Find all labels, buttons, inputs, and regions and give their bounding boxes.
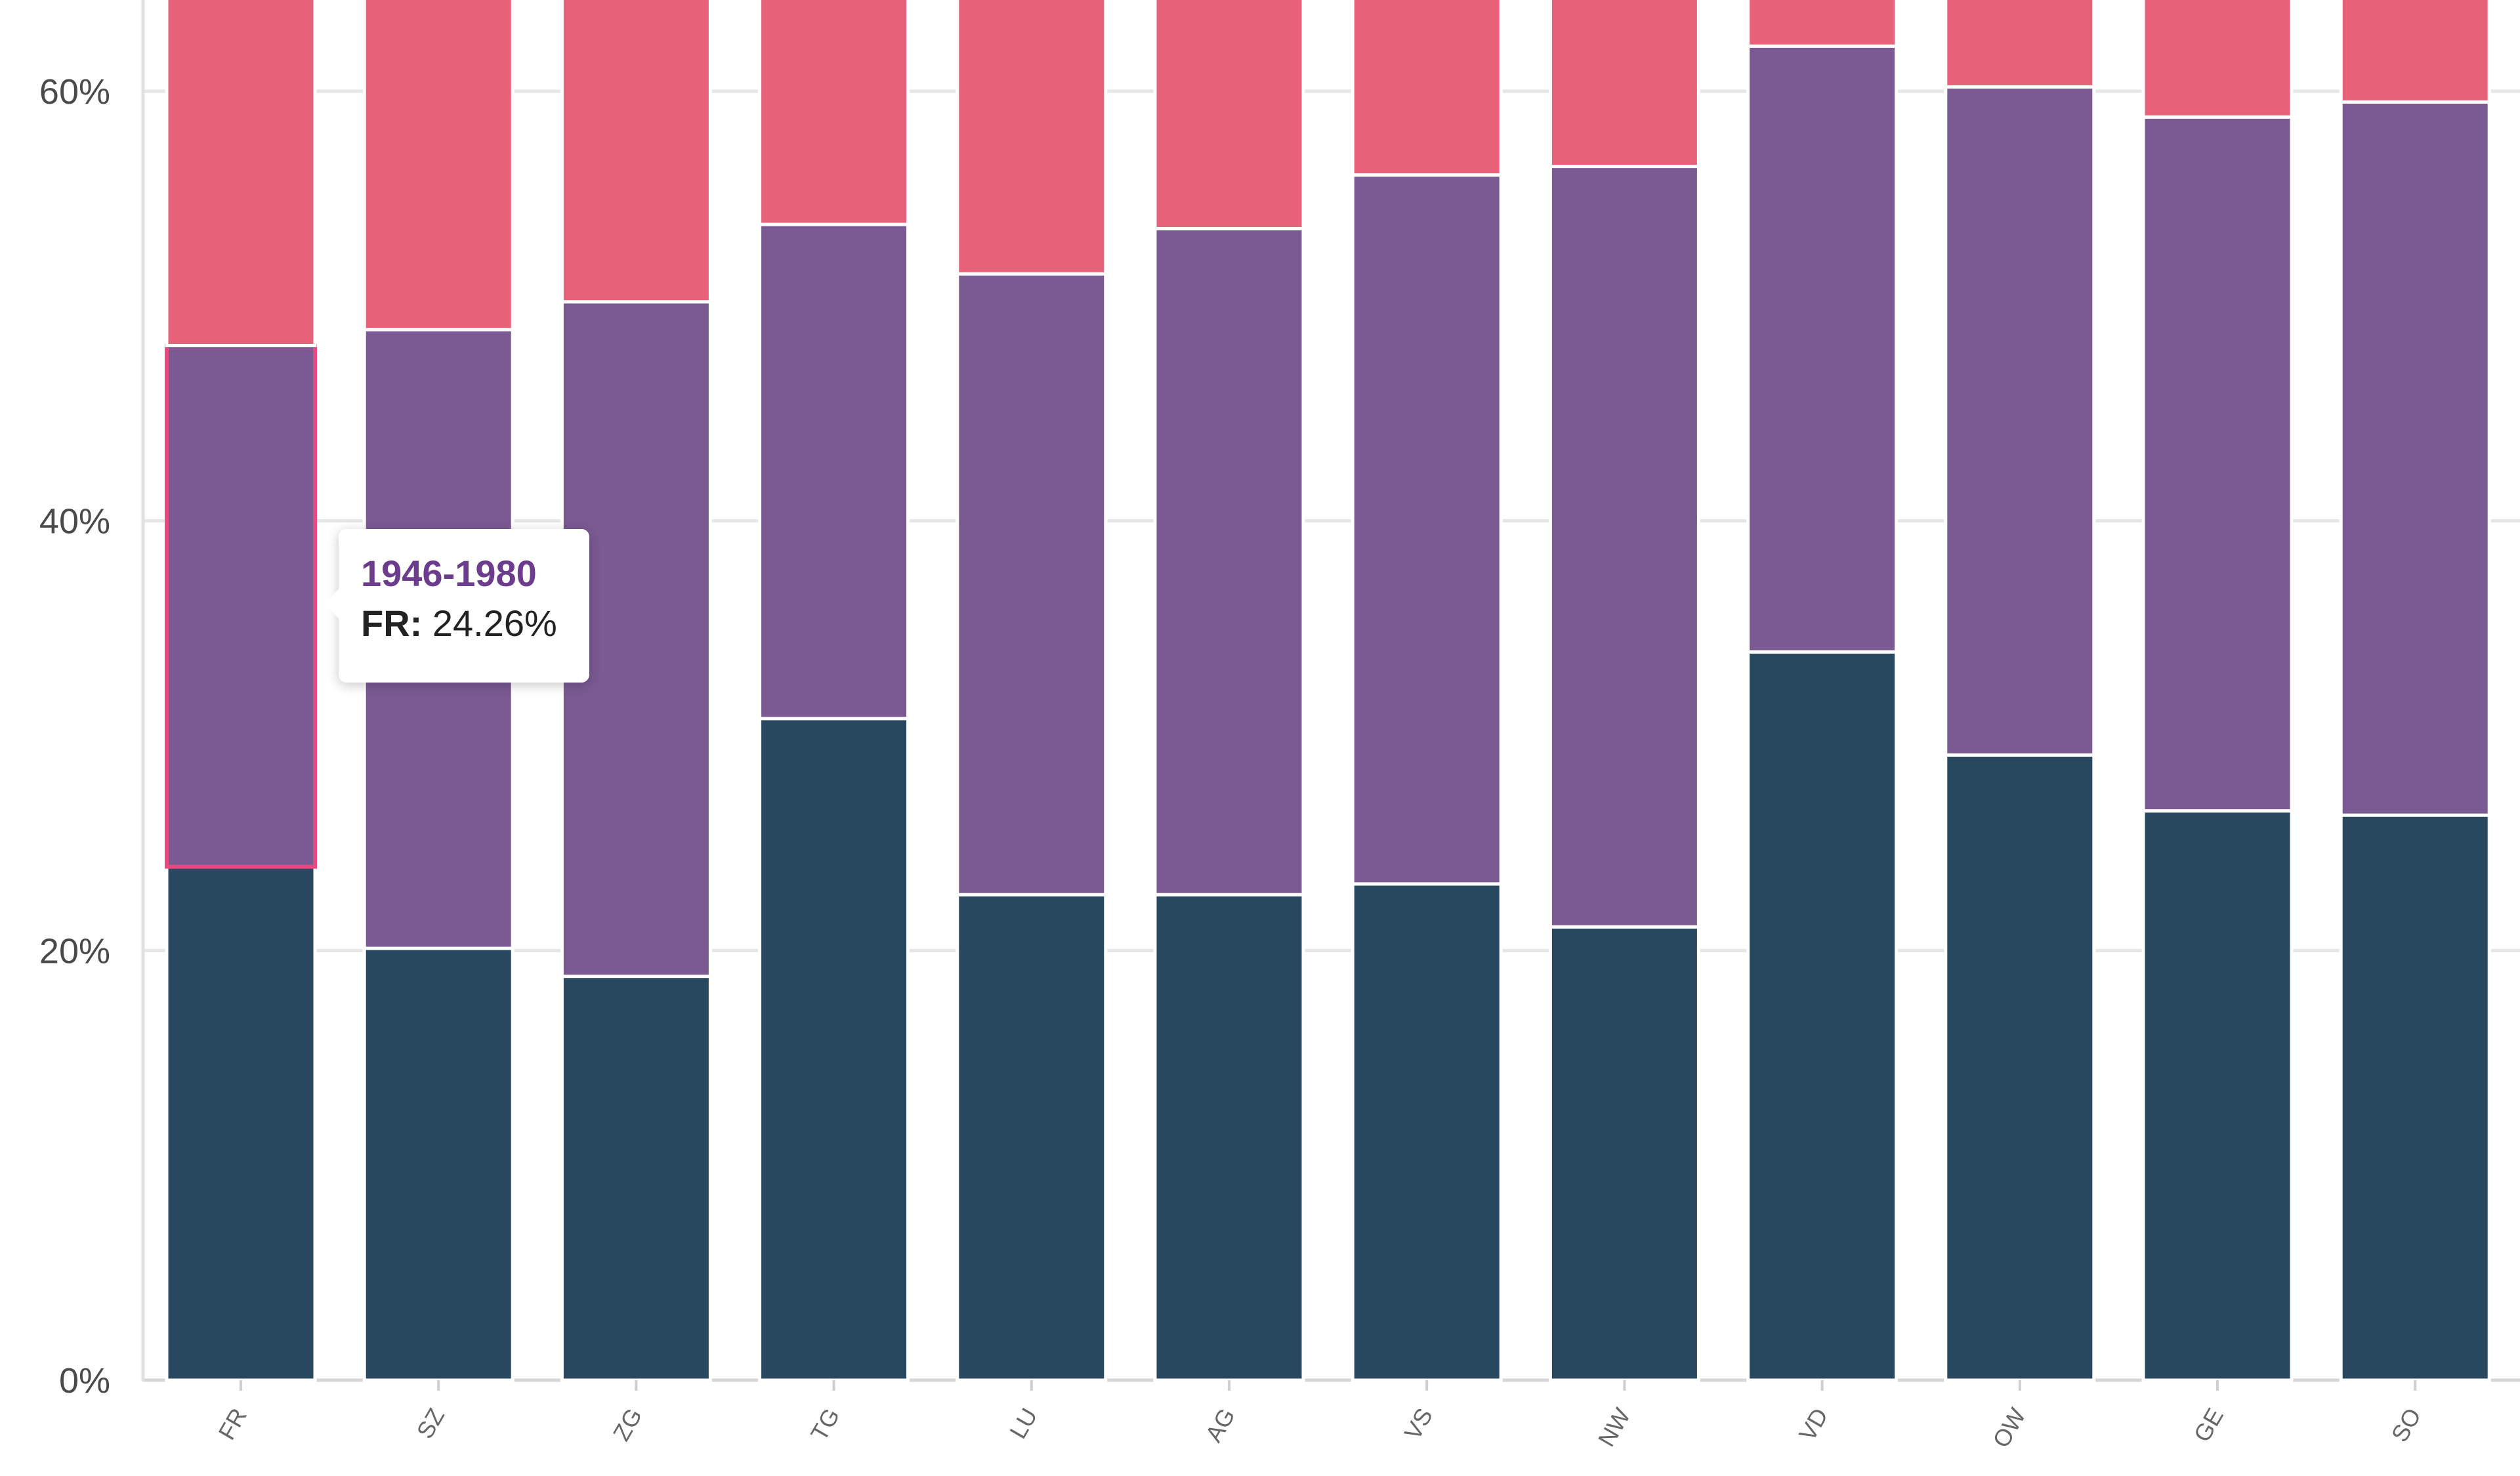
- bar-segment-series-bottom[interactable]: [560, 975, 712, 1382]
- x-tick-label: TG: [805, 1404, 845, 1446]
- bar-segment-series-middle[interactable]: [2141, 115, 2294, 813]
- x-tick-label: FR: [213, 1404, 252, 1444]
- bar-segment-series-bottom[interactable]: [1548, 925, 1700, 1382]
- bar-segment-series-bottom[interactable]: [2141, 809, 2294, 1382]
- bar-segment-series-middle[interactable]: [165, 343, 317, 869]
- bar-segment-series-top[interactable]: [2141, 0, 2294, 119]
- grid-lines: [141, 0, 2520, 1382]
- y-tick-label: 40%: [39, 502, 110, 541]
- bar-segment-series-top[interactable]: [956, 0, 1108, 276]
- bar-segment-series-middle[interactable]: [1351, 173, 1503, 886]
- bar-segment-series-top[interactable]: [758, 0, 910, 226]
- bar-segment-series-top[interactable]: [2339, 0, 2491, 104]
- x-tick-label: LU: [1004, 1404, 1043, 1443]
- bar-segment-series-top[interactable]: [1351, 0, 1503, 177]
- bar-segment-series-bottom[interactable]: [1351, 882, 1503, 1382]
- tooltip-key: FR:: [361, 602, 423, 644]
- tooltip-title: 1946-1980: [361, 553, 537, 594]
- tooltip-arrow: [324, 589, 339, 618]
- x-tick-label: VD: [1794, 1404, 1834, 1446]
- x-tick-label: NW: [1593, 1403, 1636, 1450]
- bars: [165, 0, 2491, 1382]
- y-tick-label: 60%: [39, 72, 110, 112]
- bar-segment-series-top[interactable]: [1944, 0, 2096, 89]
- x-tick-label: VS: [1399, 1404, 1438, 1444]
- bar-segment-series-middle[interactable]: [1548, 165, 1700, 929]
- bar-segment-series-top[interactable]: [362, 0, 514, 331]
- bar-segment-series-middle[interactable]: [956, 272, 1108, 896]
- bar-segment-series-middle[interactable]: [1944, 85, 2096, 757]
- x-tick-label: OW: [1987, 1403, 2031, 1452]
- bar-segment-series-bottom[interactable]: [956, 893, 1108, 1382]
- x-tick-label: GE: [2188, 1404, 2229, 1447]
- bar-segment-series-bottom[interactable]: [362, 946, 514, 1382]
- bar-segment-series-middle[interactable]: [1746, 44, 1899, 654]
- x-tick-label: SZ: [411, 1404, 450, 1443]
- x-tick-label: ZG: [608, 1404, 648, 1446]
- bar-segment-series-top[interactable]: [1548, 0, 1700, 169]
- bar-segment-series-bottom[interactable]: [1944, 753, 2096, 1382]
- bar-segment-series-top[interactable]: [1153, 0, 1305, 230]
- bar-segment-series-bottom[interactable]: [1746, 650, 1899, 1382]
- bar-segment-series-bottom[interactable]: [1153, 893, 1305, 1382]
- x-tick-label: AG: [1200, 1404, 1240, 1447]
- tooltip: 1946-1980 FR: 24.26%: [324, 529, 589, 683]
- bar-segment-series-top[interactable]: [560, 0, 712, 304]
- bar-segment-series-bottom[interactable]: [165, 865, 317, 1382]
- bar-segment-series-bottom[interactable]: [758, 717, 910, 1382]
- y-tick-label: 20%: [39, 931, 110, 971]
- bar-segment-series-bottom[interactable]: [2339, 813, 2491, 1382]
- y-tick-label: 0%: [59, 1361, 110, 1401]
- tooltip-value: 24.26%: [432, 602, 557, 644]
- bar-segment-series-top[interactable]: [165, 0, 317, 348]
- tooltip-row: FR: 24.26%: [361, 602, 567, 644]
- bar-segment-series-middle[interactable]: [1153, 226, 1305, 896]
- bar-segment-series-top[interactable]: [1746, 0, 1899, 48]
- bar-segment-series-middle[interactable]: [2339, 100, 2491, 817]
- x-tick-label: SO: [2386, 1404, 2427, 1447]
- bar-segment-series-middle[interactable]: [758, 222, 910, 721]
